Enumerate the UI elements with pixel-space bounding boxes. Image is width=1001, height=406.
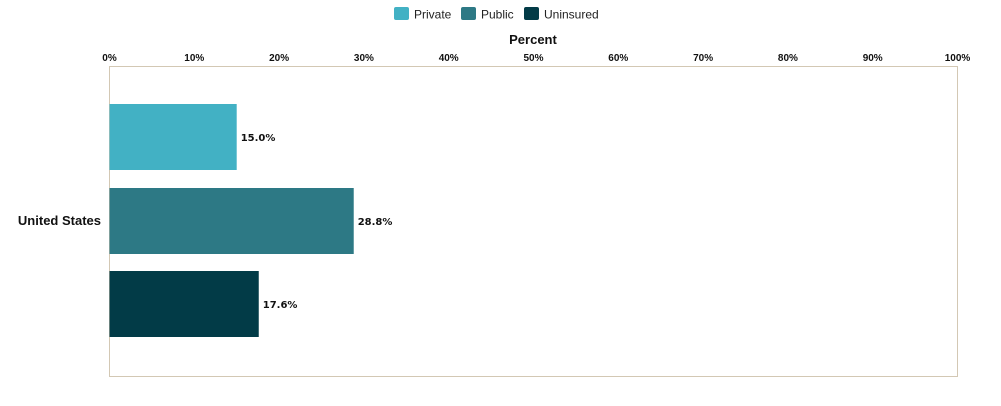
legend-swatch-public[interactable]: [461, 7, 476, 20]
x-tick-label: 80%: [778, 53, 798, 64]
legend-label-public[interactable]: Public: [481, 8, 514, 22]
x-axis-ticks: 0% 10% 20% 30% 40% 50% 60% 70% 80% 90% 100%: [102, 53, 970, 64]
x-tick-label: 10%: [184, 53, 204, 64]
x-tick-label: 0%: [102, 53, 117, 64]
legend-swatch-uninsured[interactable]: [524, 7, 539, 20]
legend: Private Public Uninsured: [394, 7, 599, 22]
legend-swatch-private[interactable]: [394, 7, 409, 20]
x-tick-label: 60%: [608, 53, 628, 64]
x-tick-label: 100%: [945, 53, 971, 64]
bar-private[interactable]: [109, 104, 237, 170]
data-label-private: 15.0%: [241, 133, 276, 144]
x-tick-label: 30%: [354, 53, 374, 64]
data-labels: 15.0% 28.8% 17.6%: [241, 133, 393, 311]
x-tick-label: 90%: [863, 53, 883, 64]
x-tick-label: 70%: [693, 53, 713, 64]
category-label: United States: [18, 213, 101, 228]
legend-label-private[interactable]: Private: [414, 8, 452, 22]
category-labels: United States: [18, 213, 101, 228]
bar-uninsured[interactable]: [109, 271, 259, 337]
x-tick-label: 20%: [269, 53, 289, 64]
legend-label-uninsured[interactable]: Uninsured: [544, 8, 599, 22]
data-label-uninsured: 17.6%: [263, 300, 298, 311]
x-tick-label: 40%: [439, 53, 459, 64]
x-axis-title: Percent: [509, 32, 557, 47]
bars: [109, 104, 354, 337]
bar-public[interactable]: [109, 188, 354, 254]
x-tick-label: 50%: [523, 53, 543, 64]
data-label-public: 28.8%: [358, 217, 393, 228]
